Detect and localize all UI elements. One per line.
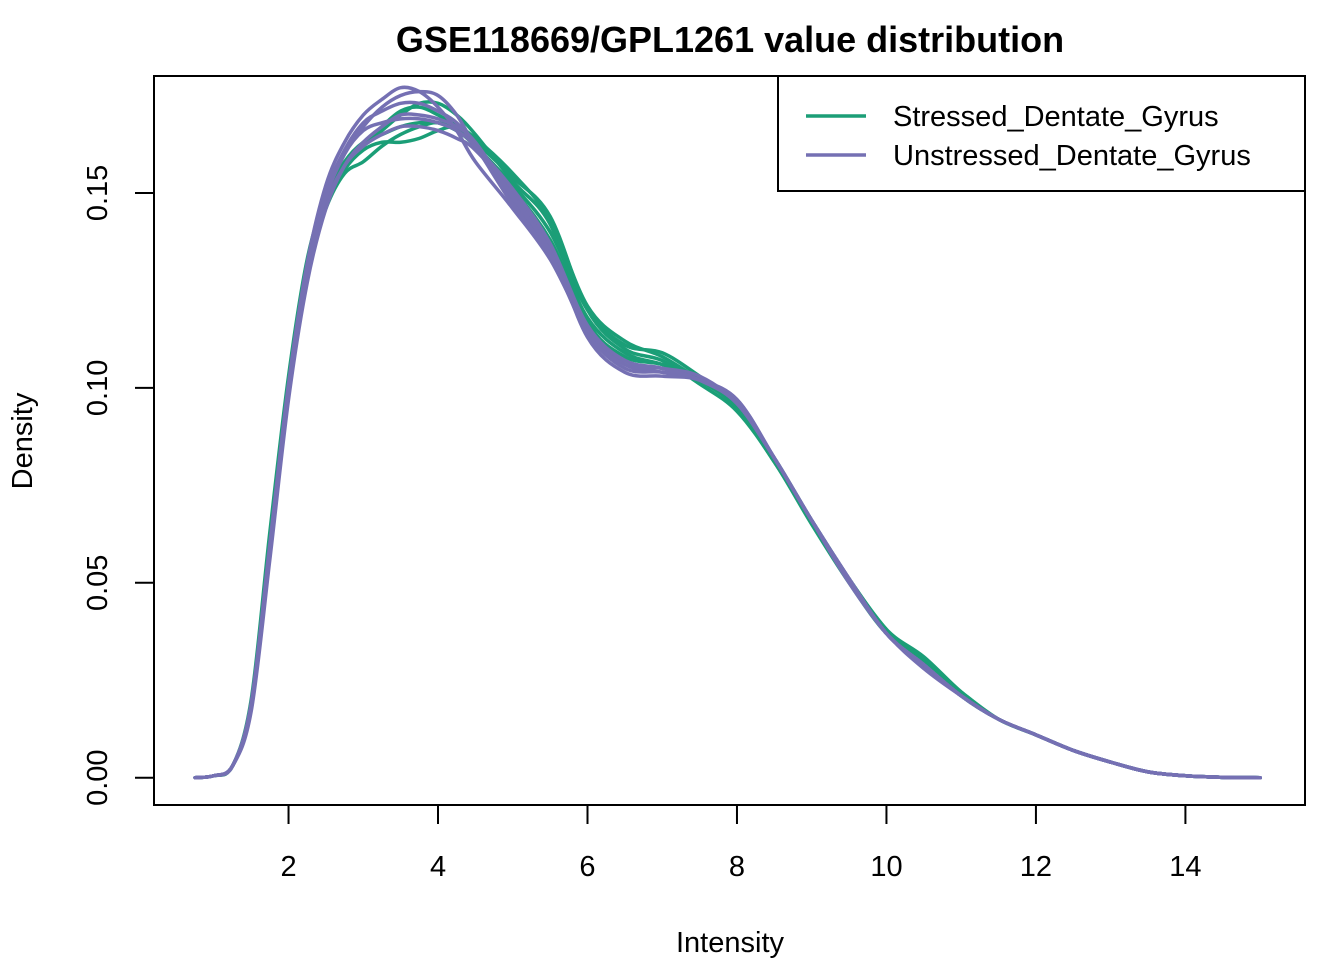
density-curve-3 xyxy=(193,105,1262,780)
density-curve-10 xyxy=(193,100,1262,780)
y-tick-label: 0.15 xyxy=(82,165,114,221)
density-curve-1 xyxy=(193,120,1262,780)
density-curve-7 xyxy=(193,89,1262,780)
legend-label: Unstressed_Dentate_Gyrus xyxy=(893,140,1251,172)
legend-box xyxy=(777,75,1306,192)
density-curves xyxy=(193,85,1262,780)
x-tick-label: 2 xyxy=(280,851,296,883)
x-tick-label: 8 xyxy=(729,851,745,883)
x-tick-label: 6 xyxy=(579,851,595,883)
x-tick-label: 4 xyxy=(430,851,446,883)
chart-title: GSE118669/GPL1261 value distribution xyxy=(396,19,1064,60)
density-curve-4 xyxy=(193,120,1262,780)
legend: Stressed_Dentate_Gyrus Unstressed_Dentate… xyxy=(777,75,1306,192)
x-tick-label: 14 xyxy=(1169,851,1201,883)
legend-label: Stressed_Dentate_Gyrus xyxy=(893,101,1219,133)
x-tick-label: 10 xyxy=(870,851,902,883)
density-curve-8 xyxy=(193,124,1262,780)
density-curve-2 xyxy=(193,100,1262,780)
x-axis: 2 4 6 8 10 12 14 xyxy=(280,804,1202,883)
density-curve-5 xyxy=(193,124,1262,780)
y-tick-label: 0.00 xyxy=(82,749,114,805)
y-axis-label: Density xyxy=(7,392,39,489)
y-tick-label: 0.10 xyxy=(82,360,114,416)
x-tick-label: 12 xyxy=(1020,851,1052,883)
density-curve-9 xyxy=(193,112,1262,780)
y-axis: 0.00 0.05 0.10 0.15 xyxy=(82,165,155,806)
y-tick-label: 0.05 xyxy=(82,555,114,611)
density-curve-11 xyxy=(193,116,1262,780)
x-axis-label: Intensity xyxy=(676,927,784,959)
